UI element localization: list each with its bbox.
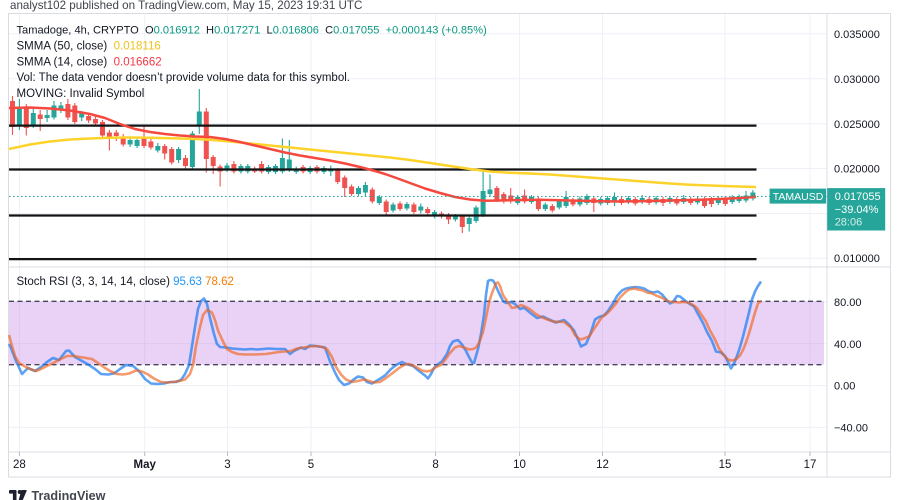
svg-text:TAMAUSD: TAMAUSD — [773, 191, 824, 203]
svg-text:Stoch RSI (3, 3, 14, 14, close: Stoch RSI (3, 3, 14, 14, close) 95.63 78… — [17, 276, 234, 288]
svg-text:28: 28 — [13, 459, 26, 471]
svg-text:analyst102 published on Tradin: analyst102 published on TradingView.com,… — [10, 0, 362, 12]
svg-text:12: 12 — [596, 459, 609, 471]
svg-text:SMMA (14, close) 0.016662: SMMA (14, close) 0.016662 — [17, 56, 162, 68]
svg-text:−39.04%: −39.04% — [835, 204, 879, 216]
svg-text:TradingView: TradingView — [32, 489, 106, 500]
svg-text:Tamadoge, 4h, CRYPTO O0.01691: Tamadoge, 4h, CRYPTO O0.016912 H0.017271… — [17, 25, 487, 37]
svg-text:0.00: 0.00 — [834, 381, 855, 393]
svg-text:−40.00: −40.00 — [834, 422, 868, 434]
svg-text:0.025000: 0.025000 — [834, 119, 880, 131]
svg-text:MOVING: Invalid Symbol: MOVING: Invalid Symbol — [17, 88, 145, 100]
svg-text:0.030000: 0.030000 — [834, 74, 880, 86]
svg-text:28:06: 28:06 — [835, 217, 863, 229]
svg-text:80.00: 80.00 — [834, 297, 862, 309]
svg-text:3: 3 — [224, 459, 230, 471]
svg-text:0.017055: 0.017055 — [835, 191, 881, 203]
svg-text:0.035000: 0.035000 — [834, 29, 880, 41]
svg-text:0.020000: 0.020000 — [834, 164, 880, 176]
svg-text:Vol: The data vendor doesn’t p: Vol: The data vendor doesn’t provide vol… — [17, 72, 350, 84]
svg-text:17: 17 — [804, 459, 817, 471]
svg-text:SMMA (50, close) 0.018116: SMMA (50, close) 0.018116 — [17, 40, 161, 52]
svg-text:40.00: 40.00 — [834, 339, 862, 351]
svg-text:0.010000: 0.010000 — [834, 253, 880, 265]
svg-text:8: 8 — [432, 459, 438, 471]
svg-text:May: May — [134, 459, 157, 471]
svg-text:10: 10 — [513, 459, 526, 471]
svg-text:15: 15 — [719, 459, 732, 471]
svg-text:5: 5 — [308, 459, 314, 471]
